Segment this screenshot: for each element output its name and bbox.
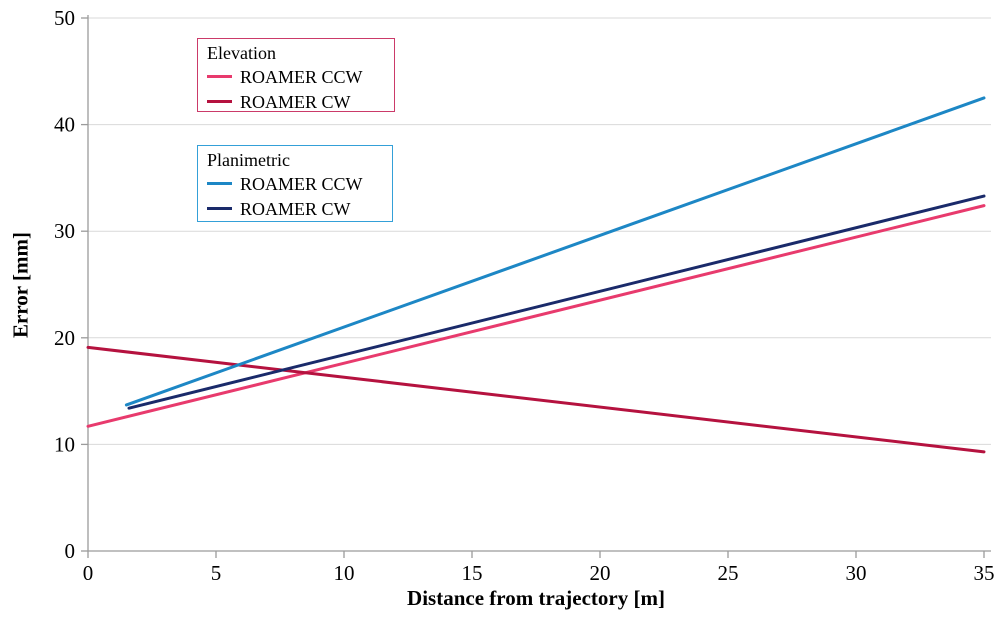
line-swatch-planimetric-ccw: [207, 181, 232, 186]
legend-label: ROAMER CCW: [240, 66, 363, 87]
series-line: [86, 204, 986, 428]
axes: [87, 15, 991, 552]
svg-text:15: 15: [462, 561, 483, 585]
legend-planimetric: Planimetric ROAMER CCW ROAMER CW: [197, 145, 393, 222]
series-line: [124, 96, 986, 407]
series-line: [86, 345, 986, 454]
svg-text:40: 40: [54, 113, 75, 137]
svg-text:0: 0: [83, 561, 94, 585]
svg-text:10: 10: [54, 432, 75, 456]
legend-item: ROAMER CCW: [207, 171, 384, 196]
legend-elevation: Elevation ROAMER CCW ROAMER CW: [197, 38, 395, 112]
svg-text:35: 35: [974, 561, 995, 585]
legend-item: ROAMER CW: [207, 196, 384, 221]
legend-planimetric-title: Planimetric: [207, 150, 290, 170]
y-tick-labels: 0 10 20 30 40 50: [54, 6, 75, 563]
svg-text:0: 0: [65, 539, 76, 563]
tick-marks: [81, 17, 985, 558]
legend-label: ROAMER CW: [240, 198, 351, 219]
svg-text:20: 20: [590, 561, 611, 585]
line-swatch-planimetric-cw: [207, 206, 232, 211]
y-axis-title: Error [mm]: [8, 232, 33, 338]
legend-label: ROAMER CW: [240, 91, 351, 112]
series-line: [127, 194, 986, 410]
legend-item: ROAMER CCW: [207, 64, 386, 89]
line-swatch-elevation-ccw: [207, 74, 232, 79]
legend-item: ROAMER CW: [207, 89, 386, 114]
line-swatch-elevation-cw: [207, 99, 232, 104]
svg-text:30: 30: [54, 219, 75, 243]
svg-text:30: 30: [846, 561, 867, 585]
gridlines: [88, 17, 991, 445]
svg-text:5: 5: [211, 561, 222, 585]
legend-elevation-title: Elevation: [207, 43, 276, 63]
x-tick-labels: 0 5 10 15 20 25 30 35: [83, 561, 995, 585]
svg-text:50: 50: [54, 6, 75, 30]
legend-label: ROAMER CCW: [240, 173, 363, 194]
svg-text:20: 20: [54, 326, 75, 350]
x-axis-title: Distance from trajectory [m]: [407, 586, 665, 610]
svg-text:25: 25: [718, 561, 739, 585]
svg-text:10: 10: [334, 561, 355, 585]
data-series: [86, 96, 986, 454]
